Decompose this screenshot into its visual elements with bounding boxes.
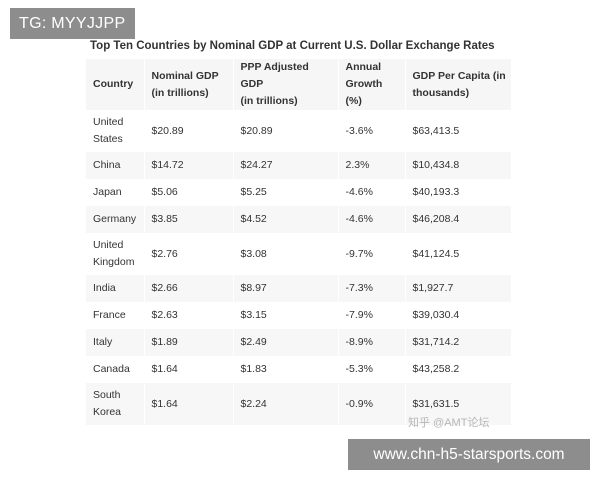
cell-nominal-gdp: $2.76 xyxy=(144,233,234,275)
table-row: South Korea $1.64 $2.24 -0.9% $31,631.5 xyxy=(86,383,512,425)
table-row: Canada $1.64 $1.83 -5.3% $43,258.2 xyxy=(86,356,512,383)
cell-ppp-gdp: $20.89 xyxy=(233,110,339,152)
cell-gdp-per-capita: $63,413.5 xyxy=(405,110,512,152)
header-nominal-gdp: Nominal GDP (in trillions) xyxy=(144,59,234,110)
table-row: China $14.72 $24.27 2.3% $10,434.8 xyxy=(86,152,512,179)
cell-annual-growth: -9.7% xyxy=(338,233,406,275)
cell-annual-growth: -3.6% xyxy=(338,110,406,152)
cell-ppp-gdp: $5.25 xyxy=(233,179,339,206)
cell-nominal-gdp: $3.85 xyxy=(144,206,234,233)
cell-country: Japan xyxy=(86,179,145,206)
page-title: Top Ten Countries by Nominal GDP at Curr… xyxy=(90,40,495,52)
url-banner: www.chn-h5-starsports.com xyxy=(348,439,590,470)
zhihu-watermark: 知乎 @AMT论坛 xyxy=(408,417,490,429)
cell-nominal-gdp: $1.64 xyxy=(144,356,234,383)
table-row: India $2.66 $8.97 -7.3% $1,927.7 xyxy=(86,275,512,302)
cell-ppp-gdp: $3.15 xyxy=(233,302,339,329)
header-annual-growth: Annual Growth (%) xyxy=(338,59,406,110)
tg-badge: TG: MYYJJPP xyxy=(10,8,135,39)
cell-nominal-gdp: $5.06 xyxy=(144,179,234,206)
cell-ppp-gdp: $24.27 xyxy=(233,152,339,179)
cell-country: Canada xyxy=(86,356,145,383)
cell-ppp-gdp: $1.83 xyxy=(233,356,339,383)
cell-nominal-gdp: $1.89 xyxy=(144,329,234,356)
cell-nominal-gdp: $2.66 xyxy=(144,275,234,302)
cell-annual-growth: -7.3% xyxy=(338,275,406,302)
cell-annual-growth: -8.9% xyxy=(338,329,406,356)
cell-annual-growth: -0.9% xyxy=(338,383,406,425)
cell-annual-growth: -4.6% xyxy=(338,206,406,233)
gdp-table: Country Nominal GDP (in trillions) PPP Ad… xyxy=(86,59,512,425)
table-row: United Kingdom $2.76 $3.08 -9.7% $41,124.… xyxy=(86,233,512,275)
cell-gdp-per-capita: $31,631.5 xyxy=(405,383,512,425)
table-row: United States $20.89 $20.89 -3.6% $63,413… xyxy=(86,110,512,152)
header-ppp-gdp: PPP Adjusted GDP (in trillions) xyxy=(233,59,339,110)
cell-gdp-per-capita: $46,208.4 xyxy=(405,206,512,233)
cell-annual-growth: 2.3% xyxy=(338,152,406,179)
cell-nominal-gdp: $20.89 xyxy=(144,110,234,152)
cell-country: France xyxy=(86,302,145,329)
table-header-row: Country Nominal GDP (in trillions) PPP Ad… xyxy=(86,59,512,110)
table-row: France $2.63 $3.15 -7.9% $39,030.4 xyxy=(86,302,512,329)
cell-gdp-per-capita: $10,434.8 xyxy=(405,152,512,179)
cell-country: United Kingdom xyxy=(86,233,145,275)
cell-nominal-gdp: $1.64 xyxy=(144,383,234,425)
table-row: Germany $3.85 $4.52 -4.6% $46,208.4 xyxy=(86,206,512,233)
cell-gdp-per-capita: $41,124.5 xyxy=(405,233,512,275)
cell-country: China xyxy=(86,152,145,179)
cell-ppp-gdp: $2.49 xyxy=(233,329,339,356)
cell-country: Germany xyxy=(86,206,145,233)
cell-ppp-gdp: $3.08 xyxy=(233,233,339,275)
cell-ppp-gdp: $2.24 xyxy=(233,383,339,425)
table-row: Japan $5.06 $5.25 -4.6% $40,193.3 xyxy=(86,179,512,206)
cell-ppp-gdp: $8.97 xyxy=(233,275,339,302)
cell-nominal-gdp: $14.72 xyxy=(144,152,234,179)
cell-ppp-gdp: $4.52 xyxy=(233,206,339,233)
cell-gdp-per-capita: $1,927.7 xyxy=(405,275,512,302)
cell-country: India xyxy=(86,275,145,302)
cell-country: South Korea xyxy=(86,383,145,425)
cell-country: United States xyxy=(86,110,145,152)
cell-gdp-per-capita: $43,258.2 xyxy=(405,356,512,383)
cell-gdp-per-capita: $39,030.4 xyxy=(405,302,512,329)
cell-nominal-gdp: $2.63 xyxy=(144,302,234,329)
cell-gdp-per-capita: $31,714.2 xyxy=(405,329,512,356)
cell-country: Italy xyxy=(86,329,145,356)
header-country: Country xyxy=(86,59,145,110)
cell-annual-growth: -5.3% xyxy=(338,356,406,383)
header-gdp-per-capita: GDP Per Capita (in thousands) xyxy=(405,59,512,110)
cell-annual-growth: -4.6% xyxy=(338,179,406,206)
table-row: Italy $1.89 $2.49 -8.9% $31,714.2 xyxy=(86,329,512,356)
cell-gdp-per-capita: $40,193.3 xyxy=(405,179,512,206)
cell-annual-growth: -7.9% xyxy=(338,302,406,329)
